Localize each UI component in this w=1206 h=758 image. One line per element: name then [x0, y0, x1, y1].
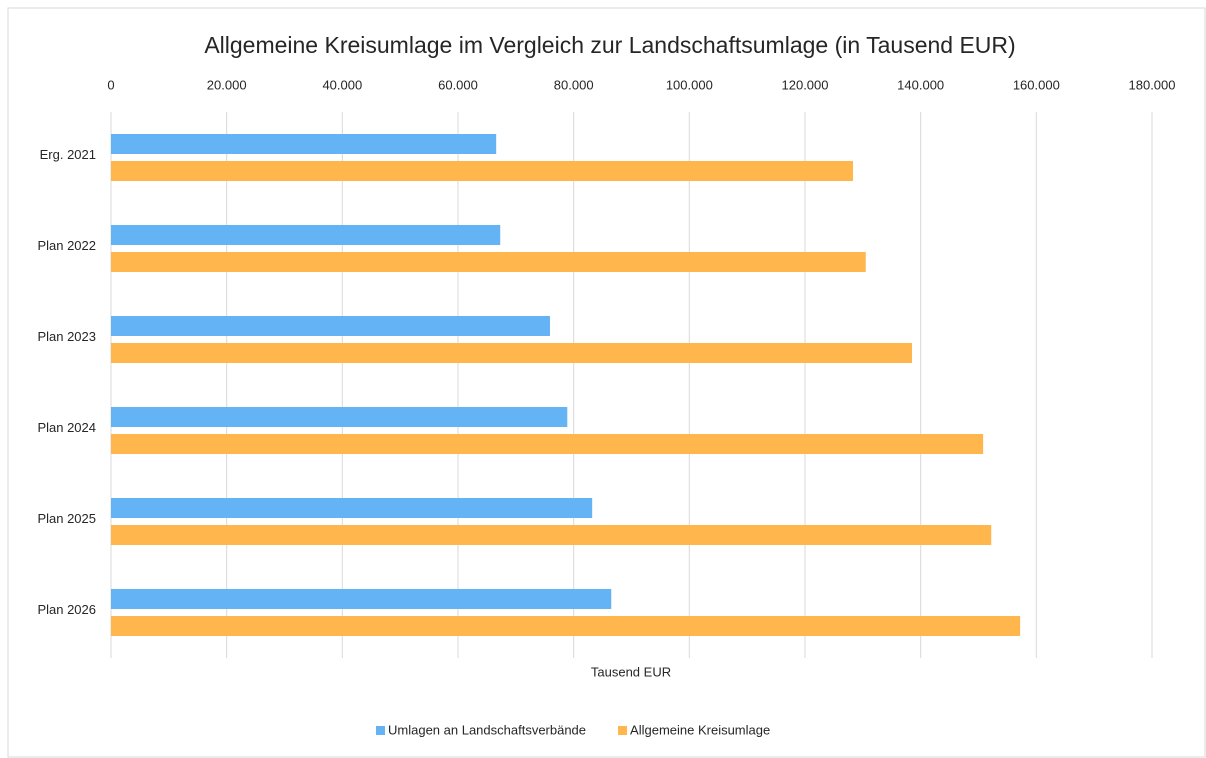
bar [111, 498, 593, 518]
x-tick-label: 60.000 [438, 77, 478, 92]
bar [111, 343, 912, 363]
legend-swatch [618, 726, 628, 735]
chart-title: Allgemeine Kreisumlage im Vergleich zur … [204, 32, 1015, 58]
x-tick-label: 160.000 [1013, 77, 1060, 92]
y-tick-label: Plan 2024 [37, 420, 96, 435]
bar [111, 434, 984, 454]
x-tick-label: 40.000 [322, 77, 362, 92]
x-tick-label: 140.000 [897, 77, 944, 92]
bar [111, 589, 612, 609]
bar [111, 525, 992, 545]
chart-border [7, 7, 1206, 758]
x-tick-label: 100.000 [666, 77, 713, 92]
bar [111, 161, 854, 181]
x-tick-label: 0 [107, 77, 114, 92]
legend-label: Allgemeine Kreisumlage [630, 722, 770, 737]
x-tick-label: 120.000 [782, 77, 829, 92]
x-tick-label: 180.000 [1129, 77, 1176, 92]
x-tick-label: 80.000 [554, 77, 594, 92]
bar [111, 616, 1021, 636]
y-tick-label: Plan 2025 [37, 511, 96, 526]
legend-label: Umlagen an Landschaftsverbände [388, 722, 586, 737]
bar [111, 134, 497, 154]
bar [111, 407, 568, 427]
y-tick-label: Erg. 2021 [40, 147, 96, 162]
y-tick-label: Plan 2026 [37, 602, 96, 617]
bar [111, 225, 501, 245]
legend-swatch [376, 726, 385, 735]
bar [111, 252, 866, 272]
x-axis-title: Tausend EUR [591, 664, 671, 679]
y-tick-label: Plan 2022 [37, 238, 96, 253]
bar [111, 316, 550, 336]
y-tick-label: Plan 2023 [37, 329, 96, 344]
x-tick-label: 20.000 [207, 77, 247, 92]
